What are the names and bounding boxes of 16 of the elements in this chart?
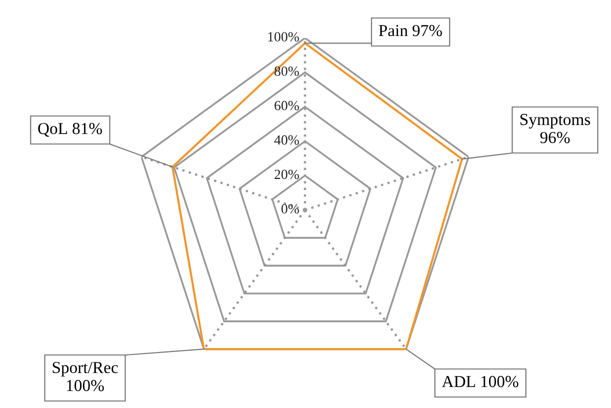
spoke-label: Symptoms — [520, 114, 590, 129]
y-tick-label: 20% — [274, 170, 299, 180]
text: 81% — [72, 122, 102, 134]
spoke-label: ADL — [442, 376, 475, 388]
text: 100% — [481, 376, 518, 388]
spoke-label: Sport/Rec — [52, 362, 118, 377]
y-tick-label: 100% — [268, 32, 299, 42]
spoke-label: QoL — [38, 122, 67, 137]
y-tick-label: 60% — [274, 100, 299, 110]
y-tick-label: 0% — [281, 204, 299, 214]
y-tick-label: 80% — [274, 66, 299, 76]
text: 100% — [67, 380, 104, 392]
text: 96% — [540, 132, 570, 144]
spoke-label: Pain — [378, 24, 408, 36]
y-tick-label: 40% — [274, 135, 299, 145]
text: 97% — [412, 24, 442, 36]
